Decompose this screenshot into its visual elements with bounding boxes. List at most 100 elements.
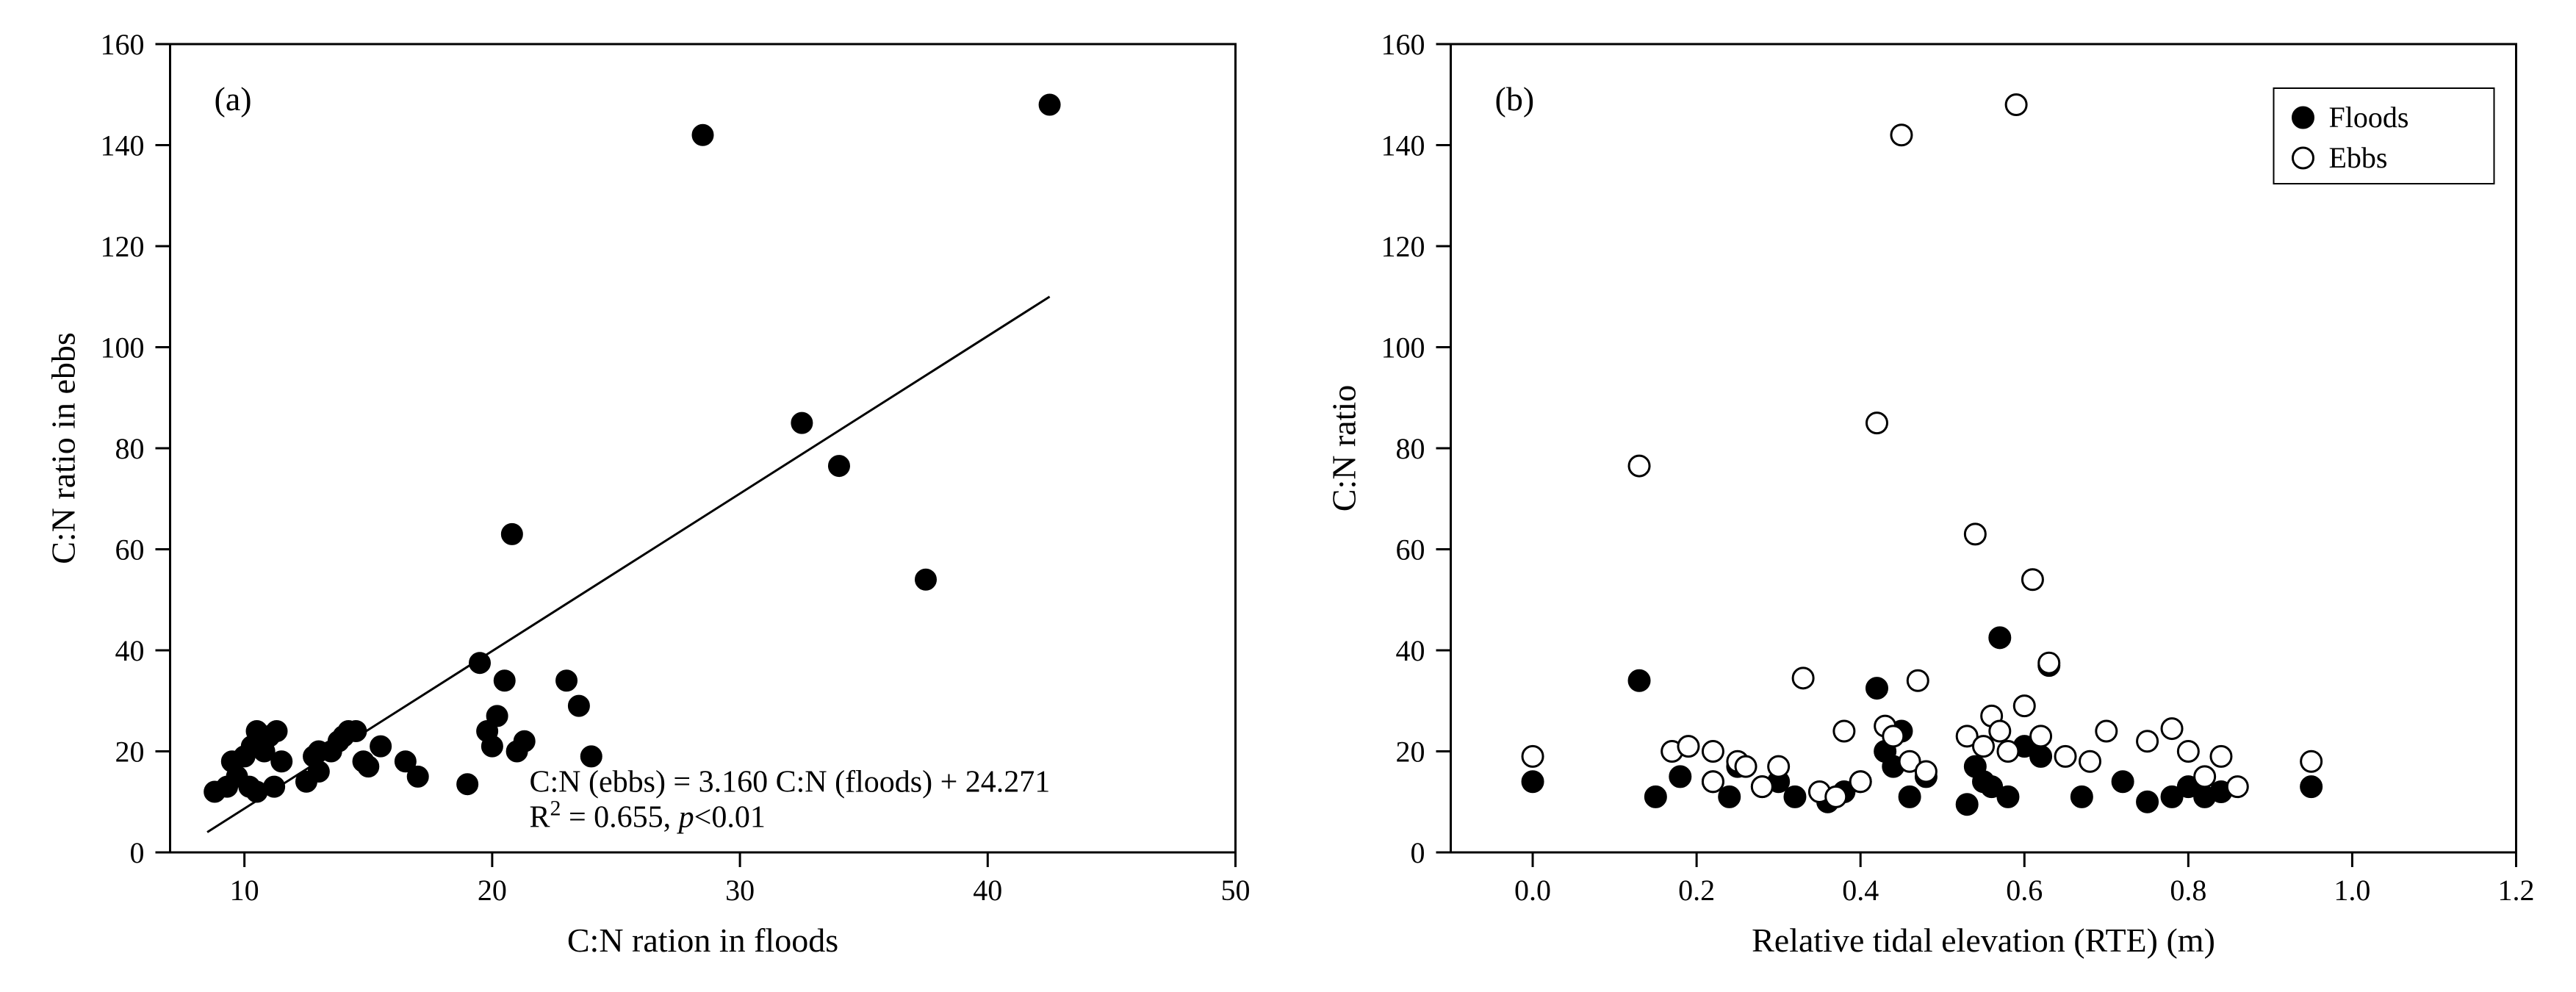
y-tick-label: 160: [101, 28, 145, 61]
data-point-ebbs: [2227, 777, 2248, 797]
panel-label: (a): [215, 80, 252, 118]
data-point-ebbs: [1702, 772, 1723, 792]
data-point-ebbs: [2080, 751, 2101, 772]
data-point-ebbs: [1867, 413, 1888, 434]
data-point: [581, 746, 602, 766]
data-point-ebbs: [2096, 721, 2117, 741]
data-point: [271, 751, 292, 772]
y-tick-label: 140: [101, 129, 145, 162]
data-point: [487, 705, 508, 726]
data-point: [469, 653, 490, 673]
data-point-floods: [2112, 772, 2133, 792]
x-tick-label: 40: [973, 874, 1002, 907]
data-point-floods: [2137, 791, 2158, 812]
data-point-ebbs: [1522, 746, 1543, 766]
data-point-floods: [1785, 786, 1805, 807]
data-point-floods: [1957, 794, 1977, 815]
data-point-ebbs: [2039, 653, 2059, 673]
data-point-ebbs: [1974, 736, 1994, 757]
data-point-floods: [1998, 786, 2018, 807]
data-point-floods: [1645, 786, 1666, 807]
y-tick-label: 60: [115, 533, 145, 567]
data-point-ebbs: [1907, 670, 1928, 691]
x-axis-label: Relative tidal elevation (RTE) (m): [1752, 921, 2215, 959]
data-point-floods: [1867, 678, 1888, 699]
data-point-ebbs: [2178, 741, 2198, 762]
y-tick-label: 80: [1396, 432, 1425, 465]
data-point: [370, 736, 391, 757]
data-point-floods: [1719, 786, 1740, 807]
data-point-ebbs: [1629, 456, 1649, 476]
data-point-ebbs: [2014, 696, 2034, 716]
legend-label: Ebbs: [2329, 141, 2388, 174]
y-tick-label: 40: [1396, 634, 1425, 667]
x-tick-label: 0.0: [1514, 874, 1551, 907]
x-tick-label: 0.8: [2170, 874, 2206, 907]
data-point-floods: [1629, 670, 1649, 691]
regression-stats: R2 = 0.655, p<0.01: [529, 796, 765, 835]
data-point: [791, 413, 812, 434]
data-point-floods: [2301, 777, 2322, 797]
data-point-ebbs: [2195, 766, 2215, 787]
data-point-ebbs: [1769, 756, 1789, 777]
data-point-ebbs: [1998, 741, 2018, 762]
y-tick-label: 40: [115, 634, 145, 667]
data-point: [556, 670, 577, 691]
data-point-ebbs: [2301, 751, 2322, 772]
data-point-ebbs: [1793, 668, 1813, 689]
plot-frame: [170, 44, 1236, 852]
data-point: [514, 731, 535, 752]
data-point-ebbs: [1678, 736, 1699, 757]
y-tick-label: 120: [101, 230, 145, 263]
data-point: [457, 774, 478, 794]
y-tick-label: 100: [1381, 331, 1425, 364]
data-point-floods: [2071, 786, 2092, 807]
data-point-ebbs: [1990, 721, 2010, 741]
x-tick-label: 1.0: [2334, 874, 2370, 907]
data-point-floods: [1670, 766, 1691, 787]
data-point-ebbs: [1834, 721, 1854, 741]
data-point: [1040, 95, 1060, 115]
data-point-ebbs: [1850, 772, 1871, 792]
x-tick-label: 20: [478, 874, 507, 907]
data-point-ebbs: [2162, 719, 2182, 739]
data-point: [408, 766, 428, 787]
data-point-ebbs: [1883, 726, 1904, 747]
data-point-ebbs: [2055, 746, 2076, 766]
data-point-floods: [1522, 772, 1543, 792]
data-point-ebbs: [1965, 524, 1985, 544]
data-point: [829, 456, 849, 476]
data-point: [345, 721, 366, 741]
figure-container: 1020304050020406080100120140160C:N ratio…: [0, 0, 2576, 992]
y-tick-label: 160: [1381, 28, 1425, 61]
x-tick-label: 1.2: [2498, 874, 2535, 907]
y-tick-label: 120: [1381, 230, 1425, 263]
x-tick-label: 10: [230, 874, 259, 907]
y-tick-label: 60: [1396, 533, 1425, 567]
data-point: [502, 524, 522, 544]
data-point-ebbs: [2031, 726, 2051, 747]
x-tick-label: 30: [725, 874, 755, 907]
x-tick-label: 0.2: [1678, 874, 1715, 907]
panel-a: 1020304050020406080100120140160C:N ratio…: [22, 15, 1273, 970]
data-point-floods: [2031, 746, 2051, 766]
legend-marker: [2293, 107, 2314, 128]
data-point-ebbs: [1752, 777, 1772, 797]
data-point-ebbs: [2137, 731, 2158, 752]
y-tick-label: 0: [130, 836, 145, 869]
y-tick-label: 100: [101, 331, 145, 364]
data-point: [264, 777, 284, 797]
data-point: [915, 569, 936, 590]
data-point-ebbs: [1702, 741, 1723, 762]
data-point-ebbs: [2211, 746, 2231, 766]
y-tick-label: 140: [1381, 129, 1425, 162]
y-tick-label: 20: [1396, 736, 1425, 769]
data-point-floods: [1899, 786, 1920, 807]
y-tick-label: 20: [115, 736, 145, 769]
y-tick-label: 80: [115, 432, 145, 465]
regression-equation: C:N (ebbs) = 3.160 C:N (floods) + 24.271: [529, 766, 1050, 799]
data-point: [569, 696, 589, 716]
data-point-ebbs: [1826, 786, 1846, 807]
data-point: [358, 756, 378, 777]
y-axis-label: C:N ratio: [1325, 385, 1363, 511]
